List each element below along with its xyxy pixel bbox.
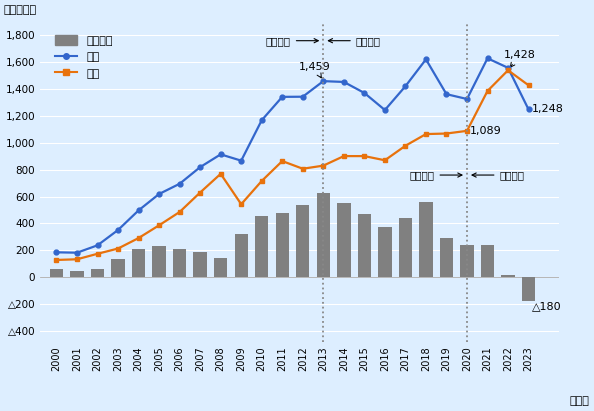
Bar <box>70 270 84 277</box>
Bar <box>440 238 453 277</box>
Bar <box>501 275 515 277</box>
Bar <box>337 203 350 277</box>
Text: 輸出増加: 輸出増加 <box>266 36 318 46</box>
Text: （年）: （年） <box>570 396 590 406</box>
Bar <box>460 245 473 277</box>
Bar <box>481 245 494 277</box>
Bar <box>317 193 330 277</box>
Bar <box>522 277 535 301</box>
Bar <box>50 270 63 277</box>
Bar <box>358 214 371 277</box>
Text: （億ドル）: （億ドル） <box>4 5 37 16</box>
Bar <box>111 259 125 277</box>
Legend: 貿易収支, 輸出, 輸入: 貿易収支, 輸出, 輸入 <box>51 31 117 83</box>
Bar <box>296 205 309 277</box>
Text: 輸入急増: 輸入急増 <box>472 170 525 180</box>
Text: 1,428: 1,428 <box>504 49 536 67</box>
Bar <box>419 203 432 277</box>
Bar <box>399 218 412 277</box>
Bar <box>235 233 248 277</box>
Bar <box>194 252 207 277</box>
Bar <box>255 217 268 277</box>
Text: 輸入増加: 輸入増加 <box>409 170 462 180</box>
Bar <box>378 227 391 277</box>
Bar <box>214 258 228 277</box>
Text: 1,248: 1,248 <box>532 104 564 115</box>
Text: 1,459: 1,459 <box>299 62 330 78</box>
Text: 1,089: 1,089 <box>470 126 502 136</box>
Text: 輸出停滞: 輸出停滞 <box>328 36 381 46</box>
Bar <box>276 213 289 277</box>
Text: △180: △180 <box>532 302 561 312</box>
Bar <box>91 269 104 277</box>
Bar <box>173 249 187 277</box>
Bar <box>153 246 166 277</box>
Bar <box>132 249 146 277</box>
